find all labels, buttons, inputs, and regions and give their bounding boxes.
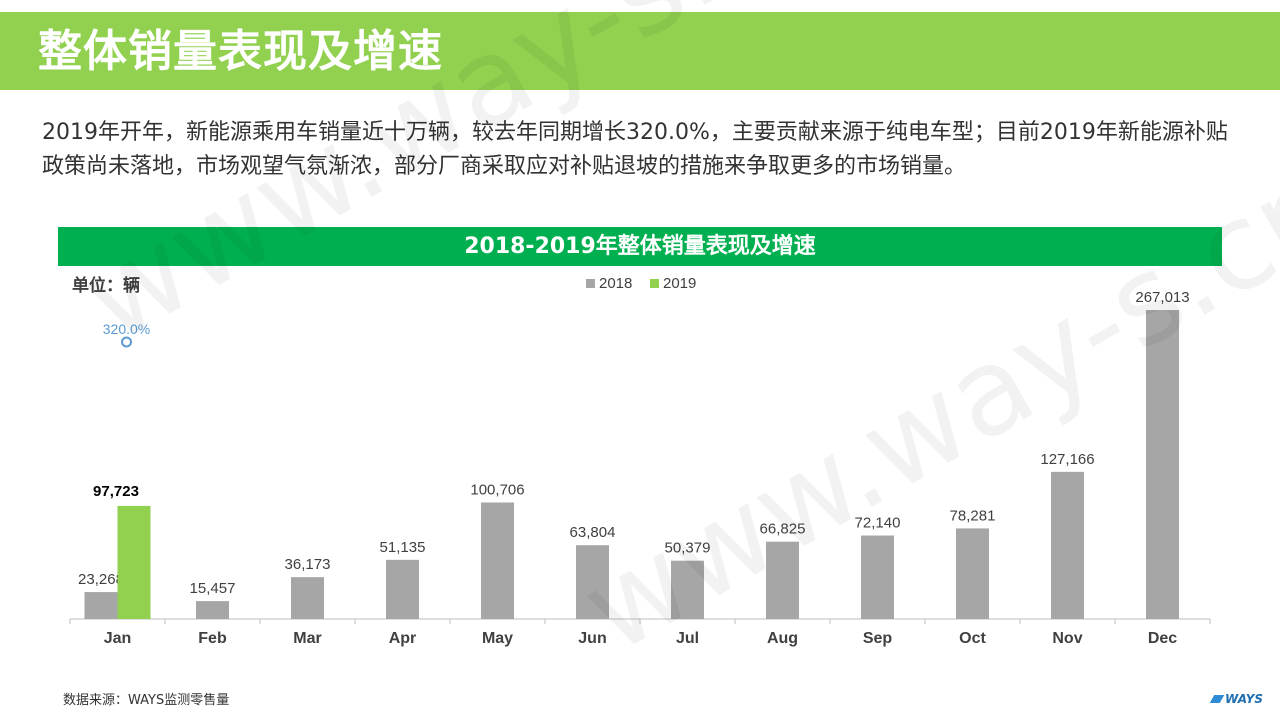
chart-title-band: 2018-2019年整体销量表现及增速 [58,227,1222,266]
data-label-2018-dec: 267,013 [1135,289,1189,306]
bar-2018-mar [291,577,324,619]
legend-swatch-2018 [586,279,595,288]
bar-2018-aug [766,541,799,619]
bar-2019-jan [117,505,151,619]
data-source: 数据来源：WAYS监测零售量 [63,693,230,708]
bar-2018-dec [1146,310,1179,619]
bar-2018-feb [196,601,229,619]
x-tick-label-aug: Aug [767,630,798,647]
data-label-2018-apr: 51,135 [380,539,426,556]
x-tick-label-oct: Oct [959,630,986,647]
data-label-2018-sep: 72,140 [855,515,901,532]
x-tick-label-jul: Jul [676,630,699,647]
x-tick-label-jan: Jan [104,630,132,647]
bar-2018-jul [671,560,704,619]
growth-marker [121,336,132,348]
x-tick-label-apr: Apr [389,630,417,647]
bar-2018-oct [956,528,989,619]
unit-label: 单位：辆 [72,276,140,296]
x-tick-label-dec: Dec [1148,630,1177,647]
data-label-2018-aug: 66,825 [760,521,806,538]
chart-title: 2018-2019年整体销量表现及增速 [464,234,816,259]
bar-2018-apr [386,559,419,619]
legend-label-2019: 2019 [663,275,696,292]
page-title: 整体销量表现及增速 [38,26,443,77]
data-label-2018-nov: 127,166 [1040,451,1094,468]
data-label-2018-may: 100,706 [470,481,524,498]
x-tick-label-nov: Nov [1052,630,1082,647]
intro-paragraph: 2019年开年，新能源乘用车销量近十万辆，较去年同期增长320.0%，主要贡献来… [42,120,1228,179]
logo-text: WAYS [1225,692,1264,706]
data-label-2018-jan: 23,268 [78,571,124,588]
legend-swatch-2019 [650,279,659,288]
bar-2018-may [481,502,514,619]
x-tick-label-may: May [482,630,513,647]
x-tick-label-feb: Feb [198,630,227,647]
x-tick-label-sep: Sep [863,630,893,647]
data-label-2018-feb: 15,457 [190,580,236,597]
logo-mark-icon [1209,695,1225,703]
x-tick-label-mar: Mar [293,630,321,647]
growth-label: 320.0% [103,321,150,337]
ways-logo: WAYS [1209,692,1264,706]
x-tick-label-jun: Jun [578,630,606,647]
data-label-2019-jan: 97,723 [93,483,139,500]
bar-2018-jan [84,592,118,619]
bar-2018-sep [861,535,894,619]
bar-2018-nov [1051,471,1084,619]
data-label-2018-jun: 63,804 [570,524,616,541]
legend-label-2018: 2018 [599,275,632,292]
bar-2018-jun [576,545,609,619]
header-bar [0,12,1280,90]
data-label-2018-jul: 50,379 [665,540,711,557]
data-label-2018-oct: 78,281 [950,507,996,524]
data-label-2018-mar: 36,173 [285,556,331,573]
